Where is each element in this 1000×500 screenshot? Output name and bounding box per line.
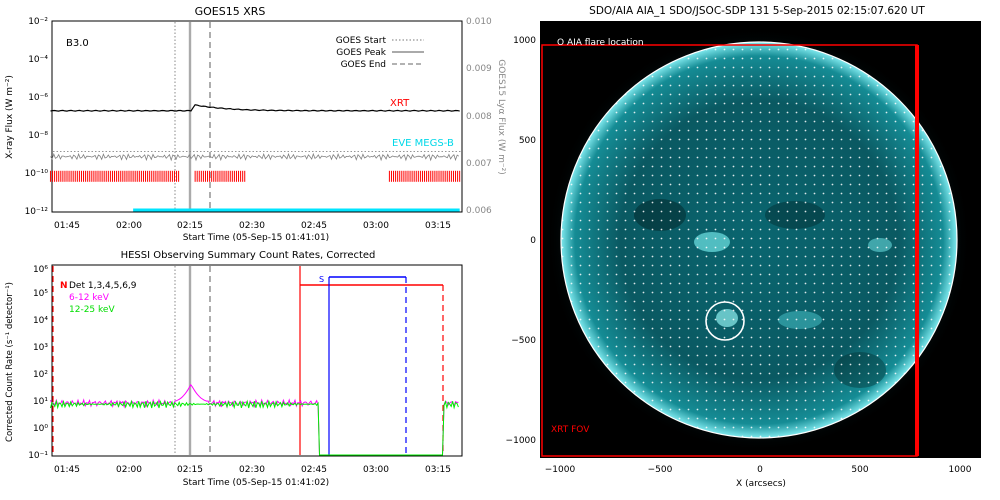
hessi-ytick: 10²: [33, 370, 48, 380]
goes-legend: GOES Start GOES Peak GOES End: [336, 36, 424, 70]
goes-ytick: 10⁻⁴: [28, 55, 48, 65]
goes-xtick: 01:45: [54, 221, 80, 231]
goes-xtick: 02:45: [301, 221, 327, 231]
goes-xlabel: Start Time (05-Sep-15 01:41:01): [183, 233, 329, 243]
saa-flag: S: [319, 275, 324, 284]
det-label: Det 1,3,4,5,6,9: [69, 281, 137, 291]
hessi-xtick: 02:45: [301, 465, 327, 475]
hessi-ytick: 10⁶: [33, 265, 48, 275]
goes-ytick: 10⁻¹²: [25, 207, 49, 217]
goes-ylabel-right: GOES15 Lyα Flux (W m⁻²): [496, 59, 506, 175]
goes-ytick: 10⁻⁶: [28, 93, 48, 103]
aia-ytick: 1000: [513, 36, 536, 46]
aia-xtick: −500: [648, 465, 673, 475]
xrt-label: XRT: [390, 98, 410, 109]
aia-xtick: 500: [851, 465, 868, 475]
hessi-legend: N Det 1,3,4,5,6,9 6-12 keV 12-25 keV: [60, 281, 137, 315]
aia-ytick: −1000: [506, 436, 537, 446]
hessi-ytick: 10⁰: [33, 424, 48, 434]
aia-y-axis: 1000 500 0 −500 −1000: [506, 36, 537, 446]
aia-xtick: −1000: [545, 465, 576, 475]
hessi-xtick: 02:30: [239, 465, 265, 475]
aia-xlabel: X (arcsecs): [736, 479, 786, 489]
aia-xtick: 1000: [949, 465, 972, 475]
goes-plot-frame: [51, 20, 463, 213]
heliographic-grid: [561, 42, 957, 438]
goes-ytick: 10⁻⁸: [28, 131, 48, 141]
goes-class-label: B3.0: [66, 38, 89, 49]
hessi-series-line: [50, 399, 459, 456]
hessi-ylabel: Corrected Count Rate (s⁻¹ detector⁻¹): [5, 282, 15, 442]
goes-x-axis: 01:45 02:00 02:15 02:30 02:45 03:00 03:1…: [54, 221, 451, 231]
hessi-xtick: 01:45: [54, 465, 80, 475]
series-1-label: 6-12 keV: [69, 293, 110, 303]
aia-ytick: 0: [530, 236, 536, 246]
goes-xtick: 02:15: [177, 221, 203, 231]
legend-label: GOES Peak: [336, 48, 386, 58]
goes-y2tick: 0.006: [466, 206, 492, 216]
flare-location-circle: [705, 301, 745, 341]
goes-ytick: 10⁻¹⁰: [25, 169, 49, 179]
goes-xtick: 02:30: [239, 221, 265, 231]
night-flag: N: [60, 281, 68, 291]
hessi-ytick: 10⁻¹: [28, 451, 48, 461]
flare-location-label: O AIA flare location: [557, 38, 644, 48]
hessi-xtick: 03:00: [363, 465, 389, 475]
hessi-y-axis: 10⁶ 10⁵ 10⁴ 10³ 10² 10¹ 10⁰ 10⁻¹: [28, 265, 48, 461]
aia-ytick: 500: [519, 136, 536, 146]
series-2-label: 12-25 keV: [69, 305, 115, 315]
hessi-x-axis: 01:45 02:00 02:15 02:30 02:45 03:00 03:1…: [54, 465, 451, 475]
goes-ytick: 10⁻²: [28, 17, 48, 27]
goes-y2-axis: 0.010 0.009 0.008 0.007 0.006: [466, 17, 492, 216]
legend-label: GOES Start: [336, 36, 387, 46]
goes-xtick: 03:15: [425, 221, 451, 231]
aia-title: SDO/AIA AIA_1 SDO/JSOC-SDP 131 5-Sep-201…: [589, 5, 925, 17]
goes-y2tick: 0.009: [466, 64, 492, 74]
goes-panel: GOES15 XRS B3.0 10⁻² 10⁻⁴ 10⁻⁶ 10⁻⁸ 10⁻¹…: [5, 5, 506, 243]
goes-y-axis: 10⁻² 10⁻⁴ 10⁻⁶ 10⁻⁸ 10⁻¹⁰ 10⁻¹²: [25, 17, 49, 217]
hessi-title: HESSI Observing Summary Count Rates, Cor…: [121, 250, 376, 261]
hessi-ytick: 10³: [33, 343, 48, 353]
hessi-plot-frame: [51, 264, 463, 457]
hessi-xtick: 02:15: [177, 465, 203, 475]
eve-label: EVE MEGS-B: [392, 138, 454, 149]
xrt-fov-label: XRT FOV: [551, 425, 590, 435]
hessi-xtick: 02:00: [116, 465, 142, 475]
hessi-xlabel: Start Time (05-Sep-15 01:41:02): [183, 478, 329, 488]
goes-long-channel-line: [50, 104, 460, 112]
solar-features: [561, 42, 957, 438]
hessi-ytick: 10⁴: [33, 316, 48, 326]
legend-label: GOES End: [341, 60, 386, 70]
aia-ytick: −500: [511, 336, 536, 346]
hessi-ytick: 10¹: [33, 397, 48, 407]
hessi-flags: S: [52, 266, 444, 455]
hessi-xtick: 03:15: [425, 465, 451, 475]
goes-ylabel-left: X-ray Flux (W m⁻²): [5, 75, 15, 159]
aia-x-axis: −1000 −500 0 500 1000: [545, 465, 972, 475]
aia-panel: SDO/AIA AIA_1 SDO/JSOC-SDP 131 5-Sep-201…: [506, 5, 981, 489]
hessi-data-marks: [50, 383, 459, 456]
goes-title: GOES15 XRS: [195, 5, 266, 18]
goes-short-channel-line: [50, 152, 460, 162]
goes-xtick: 02:00: [116, 221, 142, 231]
goes-y2tick: 0.008: [466, 112, 492, 122]
limb-outline: [560, 41, 958, 439]
hessi-series-line: [50, 383, 459, 456]
goes-data-marks: [49, 104, 461, 212]
goes-y2tick: 0.007: [466, 159, 492, 169]
goes-xtick: 03:00: [363, 221, 389, 231]
goes-y2tick: 0.010: [466, 17, 492, 27]
hessi-panel: HESSI Observing Summary Count Rates, Cor…: [5, 250, 463, 488]
aia-xtick: 0: [757, 465, 763, 475]
hessi-ytick: 10⁵: [33, 289, 48, 299]
